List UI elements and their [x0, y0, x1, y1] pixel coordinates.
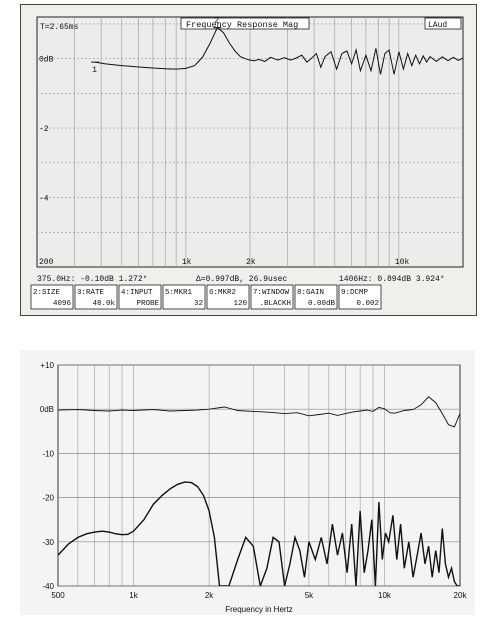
- y-tick-label: 0dB: [39, 56, 54, 65]
- chart-title-box: [180, 17, 310, 30]
- marker-label: 2: [214, 17, 219, 26]
- control-cell[interactable]: 3:RATE 48.0k: [74, 284, 118, 310]
- control-label: 3:RATE: [77, 289, 105, 297]
- control-cell-border: [162, 284, 206, 310]
- x-tick-label: 500: [51, 591, 65, 600]
- control-label: 7:WINDOW: [253, 289, 290, 297]
- plot-area: [57, 364, 461, 587]
- control-label: 8:GAIN: [297, 289, 324, 297]
- y-tick-label: -10: [42, 449, 54, 458]
- control-cell[interactable]: 7:WINDOW .BLACKH: [250, 284, 294, 310]
- channel-badge-label: LAud: [428, 21, 447, 30]
- control-cell-border: [118, 284, 162, 310]
- control-cell[interactable]: 8:GAIN 0.00dB: [294, 284, 338, 310]
- control-label: 9:DCMP: [341, 289, 369, 297]
- control-cell[interactable]: 9:DCMP 0.002: [338, 284, 382, 310]
- time-readout: T=2.65ms: [40, 23, 79, 32]
- lower-response-curve: [58, 481, 460, 586]
- control-label: 4:INPUT: [121, 289, 153, 297]
- control-value: 32: [194, 300, 203, 308]
- control-value: PROBE: [136, 300, 159, 308]
- marker-label: 1: [92, 66, 97, 75]
- y-tick-label: -4: [39, 195, 49, 204]
- x-tick-label: 5k: [305, 591, 314, 600]
- control-label: 5:MKR1: [165, 289, 193, 297]
- x-tick-label: 2k: [205, 591, 214, 600]
- control-cell-border: [338, 284, 382, 310]
- x-axis-title: Frequency in Hertz: [225, 605, 293, 614]
- y-tick-label: -30: [42, 538, 54, 547]
- x-tick-label: 10k: [378, 591, 392, 600]
- control-cell-border: [30, 284, 74, 310]
- control-cell[interactable]: 4:INPUT PROBE: [118, 284, 162, 310]
- control-value: 4096: [53, 300, 72, 308]
- y-tick-label: -20: [42, 494, 54, 503]
- frequency-response-chart: 0dB -2 -4 200 1k 2k 10k T=2.65ms Frequency Respo…: [30, 16, 464, 310]
- control-cell[interactable]: 2:SIZE 4096: [30, 284, 74, 310]
- frequency-comparison-panel: +10 0dB -10 -20 -30 -40 500 1k 2k 5k 10k 20k Frequen…: [20, 350, 475, 615]
- y-tick-label: 0dB: [40, 405, 54, 414]
- marker1-readout: 375.0Hz: -0.10dB 1.272°: [37, 275, 147, 284]
- control-cell[interactable]: 6:MKR2 120: [206, 284, 250, 310]
- control-cell-border: [74, 284, 118, 310]
- frequency-response-panel: 0dB -2 -4 200 1k 2k 10k T=2.65ms Frequency Respo…: [20, 4, 477, 316]
- control-value: 120: [233, 300, 247, 308]
- delta-readout: Δ=0.997dB, 26.9usec: [196, 275, 287, 284]
- x-tick-label: 10k: [395, 258, 410, 267]
- upper-response-curve: [58, 396, 460, 428]
- chart-title: Frequency Response Mag: [186, 20, 298, 30]
- marker2-readout: 1406Hz: 0.894dB 3.924°: [339, 275, 445, 284]
- control-cell-border: [206, 284, 250, 310]
- x-tick-label: 2k: [246, 258, 256, 267]
- x-tick-label: 20k: [454, 591, 468, 600]
- x-tick-label: 1k: [182, 258, 192, 267]
- control-cell-border: [250, 284, 294, 310]
- control-value: .BLACKH: [259, 300, 291, 308]
- y-tick-label: -40: [42, 582, 54, 591]
- control-label: 6:MKR2: [209, 289, 236, 297]
- x-tick-label: 1k: [129, 591, 138, 600]
- response-curve: [95, 26, 464, 75]
- y-tick-label: -2: [39, 125, 49, 134]
- control-label: 2:SIZE: [33, 289, 61, 297]
- control-value: 48.0k: [92, 300, 115, 308]
- control-cell-border: [294, 284, 338, 310]
- control-value: 0.00dB: [308, 300, 336, 308]
- x-tick-label: 200: [39, 258, 54, 267]
- channel-badge: [424, 17, 462, 30]
- control-value: 0.002: [356, 300, 379, 308]
- y-tick-label: +10: [40, 361, 54, 370]
